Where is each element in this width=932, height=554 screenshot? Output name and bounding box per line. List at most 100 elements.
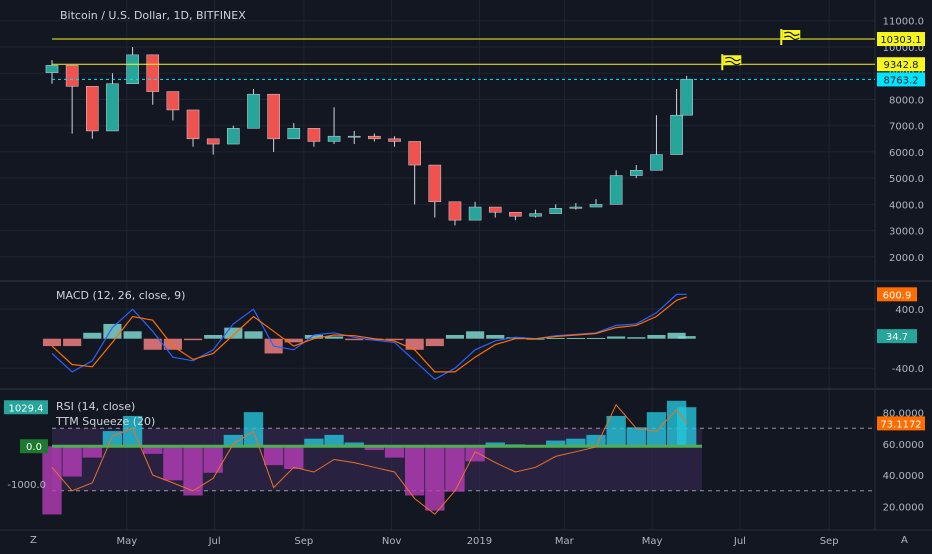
price-pane[interactable] [45,29,875,226]
macd-histogram-bar [365,338,384,341]
flag-stripe [725,56,741,62]
ttm-squeeze-bar [606,415,626,447]
corner-right-button[interactable]: A [901,535,908,546]
ttm-squeeze-bar [566,438,586,447]
x-tick-label: Nov [382,536,402,547]
candle-body [609,175,623,205]
macd-histogram-bar [183,338,203,341]
candle-body [307,128,321,142]
candle-body [287,128,301,140]
flag-stripe [725,60,741,66]
macd-histogram-bar [163,338,182,350]
ttm-squeeze-bar [646,412,667,447]
macd-histogram-bar [486,335,505,339]
ttm-squeeze-bar [404,446,425,496]
price-tags: 10303.1 9342.8 8763.2 600.9 34.7 73.1172 1029.… [4,32,925,454]
macd-histogram-bar [325,336,344,339]
rsi-value-tag [877,416,925,431]
ttm-squeeze-bar [546,440,566,447]
price-y-tick-label: 10000.0 [883,43,924,54]
candle-body [448,201,462,221]
price-y-tick-label: 2000.0 [889,253,924,264]
macd-histogram-bar [244,331,263,339]
macd-histogram-bar [42,338,62,347]
corner-left-button[interactable]: Z [30,535,37,546]
candle-body [650,154,663,171]
ttm-squeeze-bar [465,446,485,462]
macd-histogram-bar [586,337,606,339]
ttm-squeeze-bar [223,434,244,447]
ttm-squeeze-bar [344,442,364,447]
macd-histogram-bar [83,332,102,339]
macd-histogram-bar [667,332,686,339]
macd-histogram-bar [466,331,485,339]
rsi-squeeze-pane[interactable] [42,400,875,515]
candle-body [509,212,522,217]
ttm-squeeze-bar [304,438,324,447]
ttm-squeeze-bar [203,446,223,473]
ttm-squeeze-bar [163,446,183,481]
price-y-tick-label: 7000.0 [889,122,924,133]
ttm-squeeze-bar [183,446,203,496]
candle-body [529,213,542,217]
macd-histogram-bar [304,335,323,339]
x-tick-label: 2019 [467,536,492,547]
ttm-legend-label[interactable]: TTM Squeeze (20) [55,415,155,428]
symbol-title[interactable]: Bitcoin / U.S. Dollar, 1D, BITFINEX [60,9,246,22]
grid-lines [0,0,875,530]
ttm-value-tag [4,400,48,415]
candle-body [408,141,421,166]
rsi-legend-label[interactable]: RSI (14, close) [56,400,135,413]
ttm-squeeze-bar [263,446,284,466]
rsi-value-tag-label: 73.1172 [880,419,921,430]
candle-body [468,206,482,221]
macd-value-tag [877,287,917,302]
macd-histogram-bar [103,323,122,339]
ttm-squeeze-bar [143,446,163,454]
macd-value-tag-label: 34.7 [886,332,908,343]
ttm-squeeze-bar [102,431,123,447]
candle-body [680,79,693,116]
macd-line [51,293,687,381]
signal-line [51,296,687,373]
price-tag [877,32,925,47]
ttm-squeeze-bar [586,434,606,447]
x-tick-label: Mar [555,536,575,547]
price-y-tick-label: 5000.0 [889,174,924,185]
price-tag [877,72,925,87]
flag-stripe [784,35,800,41]
macd-histogram-bar [425,338,444,347]
flag-icon [721,54,742,71]
macd-histogram-bar [445,335,465,339]
candle-body [106,83,119,132]
macd-histogram-bar [405,338,424,350]
flag-icon [780,29,801,46]
macd-histogram-bar [506,337,525,339]
macd-legend-label[interactable]: MACD (12, 26, close, 9) [56,289,185,302]
ttm-squeeze-bar [384,446,405,458]
candle-body [347,135,361,138]
ttm-squeeze-bar [62,446,82,477]
macd-y-tick-label: -400.0 [892,364,924,375]
macd-histogram-bar [566,337,585,339]
rsi-y-tick-label: 80.0000 [883,409,924,420]
ttm-squeeze-bar [626,427,646,447]
macd-pane[interactable] [42,293,696,381]
price-tag-label: 8763.2 [884,75,919,86]
rsi-y-tick-label: 40.0000 [883,471,924,482]
macd-y-tick-label: 400.0 [895,305,924,316]
candle-body [86,86,99,132]
candle-body [247,93,260,129]
candle-body [428,164,442,203]
candle-body [186,109,200,140]
ttm-zero-tag-label: 0.0 [26,442,42,453]
ttm-squeeze-bar [676,407,697,447]
candle-body [166,91,180,111]
candle-body [126,54,139,84]
macd-value-tag-label: 600.9 [883,290,912,301]
price-y-tick-label: 6000.0 [889,148,924,159]
x-tick-label: May [116,536,137,547]
price-tag-label: 9342.8 [884,60,919,71]
